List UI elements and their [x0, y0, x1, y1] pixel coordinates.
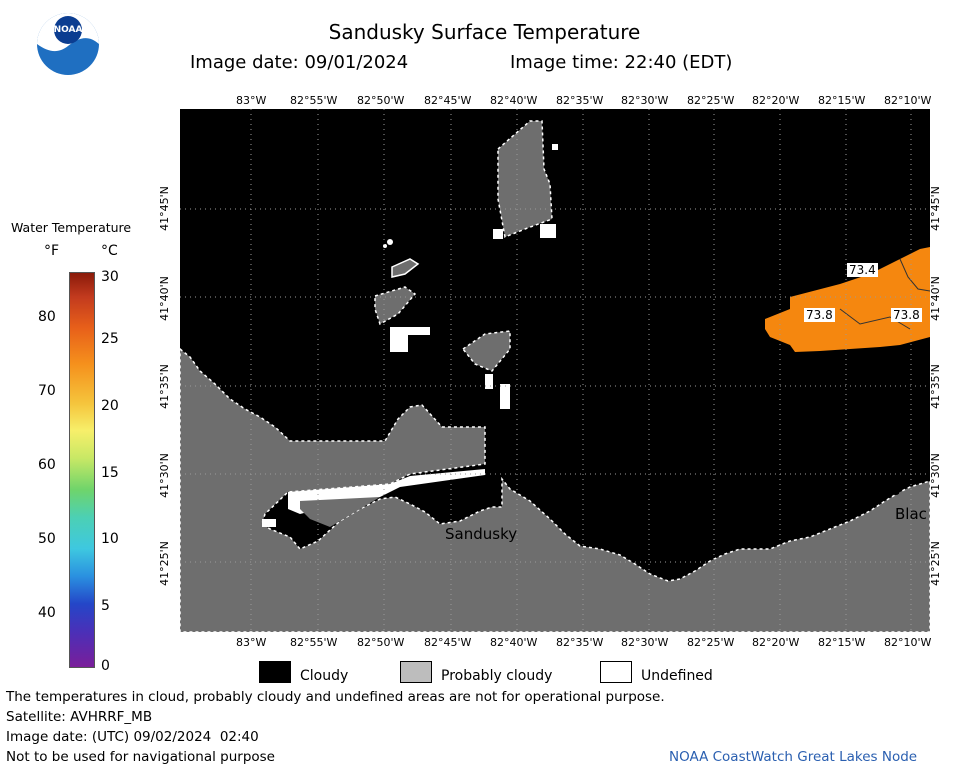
lon-tick: 82°30'W — [621, 94, 669, 107]
lon-tick: 82°15'W — [818, 94, 866, 107]
fahrenheit-label: 60 — [38, 457, 56, 473]
celsius-label: 25 — [101, 331, 119, 347]
lon-tick: 82°15'W — [818, 636, 866, 649]
undefined-patch — [390, 327, 430, 335]
lat-tick: 41°25'N — [928, 541, 942, 586]
land-south-shore — [179, 347, 931, 633]
lon-tick: 82°20'W — [752, 636, 800, 649]
lat-tick: 41°40'N — [157, 276, 171, 321]
bass-island — [461, 330, 511, 372]
undefined-patch — [390, 334, 408, 352]
key-swatch-probably-cloudy — [400, 661, 432, 683]
image-date: Image date: 09/01/2024 — [190, 52, 409, 73]
map-panel: 73.4 73.8 73.8 Sandusky Blac — [179, 109, 931, 633]
lat-tick: 41°45'N — [928, 186, 942, 231]
celsius-label: 15 — [101, 465, 119, 481]
key-swatch-cloudy — [259, 661, 291, 683]
undefined-patch — [493, 229, 503, 239]
lon-tick: 82°10'W — [884, 636, 932, 649]
unit-celsius: °C — [101, 243, 118, 259]
lon-tick: 82°20'W — [752, 94, 800, 107]
city-marker-icon — [892, 487, 900, 495]
land-bay-marsh — [300, 497, 380, 527]
key-swatch-undefined — [600, 661, 632, 683]
undefined-patch — [540, 224, 556, 238]
lon-tick: 82°45'W — [424, 636, 472, 649]
footer-credit: NOAA CoastWatch Great Lakes Node — [669, 749, 918, 765]
lon-tick: 82°30'W — [621, 636, 669, 649]
temp-label: 73.8 — [804, 308, 835, 322]
lon-tick: 82°55'W — [290, 94, 338, 107]
undefined-patch — [552, 144, 558, 150]
warm-water-region — [765, 247, 930, 352]
lon-tick: 82°55'W — [290, 636, 338, 649]
key-label-cloudy: Cloudy — [300, 668, 349, 684]
logo-text: NOAA — [53, 25, 83, 35]
lat-tick: 41°30'N — [157, 453, 171, 498]
lon-tick: 82°10'W — [884, 94, 932, 107]
lon-tick: 82°45'W — [424, 94, 472, 107]
temp-label: 73.8 — [891, 308, 922, 322]
lon-tick: 82°40'W — [490, 636, 538, 649]
lon-tick: 82°50'W — [357, 94, 405, 107]
lat-tick: 41°25'N — [157, 541, 171, 586]
kelleys-island — [374, 286, 417, 326]
north-island — [497, 120, 553, 239]
map-title: Sandusky Surface Temperature — [328, 20, 641, 44]
lat-tick: 41°35'N — [928, 364, 942, 409]
temp-label: 73.4 — [847, 263, 878, 277]
lon-tick: 83°W — [236, 636, 267, 649]
footer-satellite: Satellite: AVHRRF_MB — [6, 709, 153, 725]
fahrenheit-label: 50 — [38, 531, 56, 547]
lat-tick: 41°35'N — [157, 364, 171, 409]
lat-tick: 41°45'N — [157, 186, 171, 231]
fahrenheit-label: 70 — [38, 383, 56, 399]
undefined-patch — [500, 384, 510, 409]
colorbar — [69, 272, 95, 668]
map-svg — [179, 109, 931, 633]
place-label-blac: Blac — [895, 505, 927, 523]
small-islet — [387, 239, 393, 245]
celsius-label: 0 — [101, 658, 110, 674]
celsius-label: 20 — [101, 398, 119, 414]
lat-tick: 41°30'N — [928, 453, 942, 498]
small-island — [391, 258, 420, 278]
place-label-sandusky: Sandusky — [445, 525, 518, 543]
image-time: Image time: 22:40 (EDT) — [510, 52, 733, 73]
lat-tick: 41°40'N — [928, 276, 942, 321]
isotherm-line — [839, 308, 911, 330]
lon-tick: 82°35'W — [556, 94, 604, 107]
undefined-patch — [485, 374, 493, 389]
undefined-patch — [262, 519, 276, 527]
fahrenheit-label: 40 — [38, 605, 56, 621]
lon-tick: 82°35'W — [556, 636, 604, 649]
isotherm-line — [899, 258, 931, 292]
celsius-label: 10 — [101, 531, 119, 547]
celsius-label: 5 — [101, 598, 110, 614]
lon-tick: 82°50'W — [357, 636, 405, 649]
noaa-logo: NOAA — [36, 12, 100, 76]
celsius-label: 30 — [101, 269, 119, 285]
lon-tick: 83°W — [236, 94, 267, 107]
footer-disclaimer: The temperatures in cloud, probably clou… — [6, 689, 665, 705]
key-label-undefined: Undefined — [641, 668, 713, 684]
footer-utc-date: Image date: (UTC) 09/02/2024 02:40 — [6, 729, 259, 745]
lon-tick: 82°40'W — [490, 94, 538, 107]
unit-fahrenheit: °F — [44, 243, 60, 259]
key-label-probably-cloudy: Probably cloudy — [441, 668, 553, 684]
fahrenheit-label: 80 — [38, 309, 56, 325]
footer-nav-warning: Not to be used for navigational purpose — [6, 749, 275, 765]
lon-tick: 82°25'W — [687, 94, 735, 107]
graticule — [180, 109, 930, 632]
lon-tick: 82°25'W — [687, 636, 735, 649]
legend-title: Water Temperature — [11, 220, 132, 235]
